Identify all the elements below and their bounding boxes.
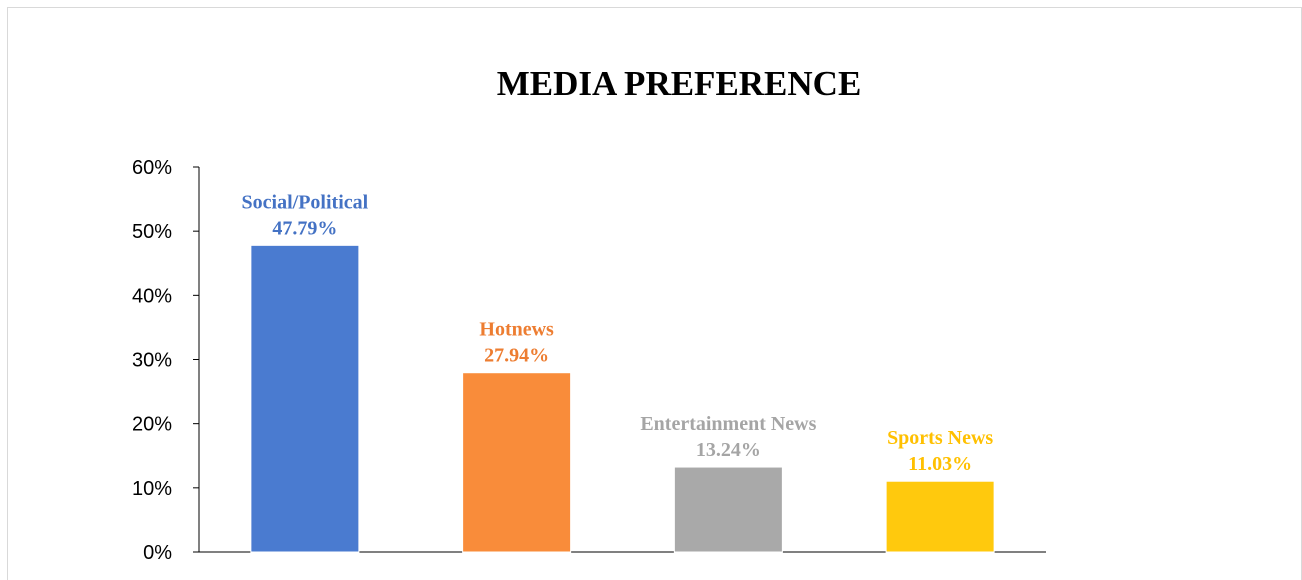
bars (250, 244, 995, 553)
category-label: Sports News (887, 427, 993, 449)
y-tick-label: 0% (143, 542, 172, 564)
y-tick-label: 30% (132, 350, 172, 372)
category-label: Social/Political (242, 191, 369, 213)
y-tick-label: 60% (132, 157, 172, 179)
bar (462, 372, 572, 553)
value-label: 11.03% (908, 453, 972, 475)
data-labels: Social/Political 47.79% Hotnews 27.94% Enter… (242, 191, 994, 475)
y-tick-label: 40% (132, 285, 172, 307)
y-tick-label: 10% (132, 478, 172, 500)
category-label: Hotnews (479, 319, 554, 341)
value-label: 13.24% (696, 439, 761, 461)
bar (673, 466, 783, 553)
chart-title: MEDIA PREFERENCE (496, 64, 862, 103)
value-label: 27.94% (484, 345, 549, 367)
bar (250, 244, 360, 553)
y-tick-label: 20% (132, 414, 172, 436)
y-axis-ticks: 0% 10% 20% 30% 40% 50% 60% (132, 157, 199, 564)
category-label: Entertainment News (640, 413, 816, 435)
y-tick-label: 50% (132, 221, 172, 243)
value-label: 47.79% (272, 217, 337, 239)
bar (885, 480, 995, 553)
